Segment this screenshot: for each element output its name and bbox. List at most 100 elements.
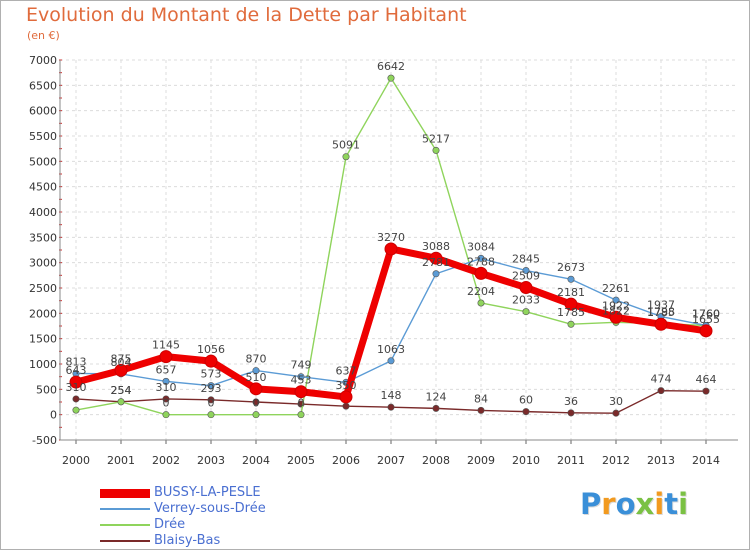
y-tick-label: 2500 xyxy=(29,282,57,295)
data-point xyxy=(384,242,398,256)
proxiti-logo: Proxiti xyxy=(580,487,688,521)
data-point xyxy=(429,251,443,265)
data-point xyxy=(609,310,623,324)
data-label: 1922 xyxy=(602,299,630,312)
data-label: 2673 xyxy=(557,261,585,274)
logo-letter: r xyxy=(601,487,616,521)
data-point xyxy=(252,411,260,419)
data-point xyxy=(567,275,575,283)
data-label: 573 xyxy=(201,368,222,381)
data-label: 1655 xyxy=(692,313,720,326)
data-label: 813 xyxy=(66,355,87,368)
data-point xyxy=(657,387,665,395)
data-label: 1822 xyxy=(602,304,630,317)
data-point xyxy=(474,266,488,280)
data-label: 3084 xyxy=(467,240,495,253)
data-label: 657 xyxy=(156,363,177,376)
x-tick-label: 2001 xyxy=(107,454,135,467)
data-point xyxy=(249,382,263,396)
x-tick-label: 2006 xyxy=(332,454,360,467)
y-tick-label: 500 xyxy=(36,383,57,396)
data-point xyxy=(477,299,485,307)
data-label: 2261 xyxy=(602,282,630,295)
x-tick-label: 2009 xyxy=(467,454,495,467)
y-tick-label: 0 xyxy=(50,409,57,422)
data-point xyxy=(432,270,440,278)
data-label: 510 xyxy=(246,371,267,384)
data-label: 293 xyxy=(201,382,222,395)
data-label: 1785 xyxy=(557,306,585,319)
y-tick-label: 3000 xyxy=(29,257,57,270)
data-point xyxy=(162,377,170,385)
data-label: 6642 xyxy=(377,60,405,73)
data-label: 1145 xyxy=(152,339,180,352)
legend-swatch xyxy=(100,524,150,526)
data-label: 2181 xyxy=(557,286,585,299)
data-point xyxy=(699,324,713,338)
x-tick-label: 2004 xyxy=(242,454,270,467)
unit-label: (en €) xyxy=(27,29,60,42)
data-label: 0 xyxy=(298,397,305,410)
data-label: 36 xyxy=(564,395,578,408)
logo-letter: i xyxy=(654,487,665,521)
y-tick-label: 1500 xyxy=(29,333,57,346)
data-point xyxy=(342,153,350,161)
data-label: 3270 xyxy=(377,231,405,244)
y-tick-label: 7000 xyxy=(29,54,57,67)
data-point xyxy=(612,409,620,417)
data-label: 5091 xyxy=(332,139,360,152)
y-tick-label: 1000 xyxy=(29,358,57,371)
data-label: 2781 xyxy=(422,256,450,269)
data-point xyxy=(297,411,305,419)
data-point xyxy=(72,395,80,403)
data-label: 0 xyxy=(208,397,215,410)
data-label: 60 xyxy=(519,394,533,407)
y-tick-label: 2000 xyxy=(29,307,57,320)
data-point xyxy=(342,402,350,410)
data-point xyxy=(339,390,353,404)
data-label: 148 xyxy=(381,389,402,402)
data-label: 0 xyxy=(253,397,260,410)
data-label: 749 xyxy=(291,359,312,372)
legend-label: Drée xyxy=(154,517,186,532)
data-point xyxy=(432,404,440,412)
data-label: 5217 xyxy=(422,132,450,145)
y-tick-label: -500 xyxy=(32,434,57,447)
data-point xyxy=(477,254,485,262)
data-label: 310 xyxy=(156,381,177,394)
data-label: 453 xyxy=(291,374,312,387)
x-tick-label: 2003 xyxy=(197,454,225,467)
data-label: 350 xyxy=(336,379,357,392)
data-label: 30 xyxy=(609,395,623,408)
legend-label: Blaisy-Bas xyxy=(154,533,221,548)
y-tick-label: 5500 xyxy=(29,130,57,143)
data-point xyxy=(477,406,485,414)
data-label: 254 xyxy=(111,384,132,397)
legend-swatch xyxy=(100,508,150,510)
logo-letter: P xyxy=(580,487,602,521)
data-point xyxy=(207,411,215,419)
data-label: 2788 xyxy=(467,255,495,268)
data-label: 1063 xyxy=(377,343,405,356)
data-point xyxy=(72,406,80,414)
data-label: 474 xyxy=(651,373,672,386)
data-point xyxy=(207,382,215,390)
y-tick-label: 5000 xyxy=(29,155,57,168)
logo-letter: x xyxy=(635,487,655,521)
data-point xyxy=(162,395,170,403)
logo-letter: o xyxy=(615,487,636,521)
x-tick-label: 2013 xyxy=(647,454,675,467)
x-tick-label: 2010 xyxy=(512,454,540,467)
data-label: 124 xyxy=(426,390,447,403)
data-label: 875 xyxy=(111,352,132,365)
data-point xyxy=(387,403,395,411)
data-point xyxy=(159,350,173,364)
y-tick-label: 4500 xyxy=(29,181,57,194)
data-point xyxy=(69,375,83,389)
data-label: 0 xyxy=(163,397,170,410)
legend-swatch xyxy=(100,540,150,542)
data-label: 2845 xyxy=(512,253,540,266)
data-label: 2509 xyxy=(512,270,540,283)
data-point xyxy=(522,267,530,275)
